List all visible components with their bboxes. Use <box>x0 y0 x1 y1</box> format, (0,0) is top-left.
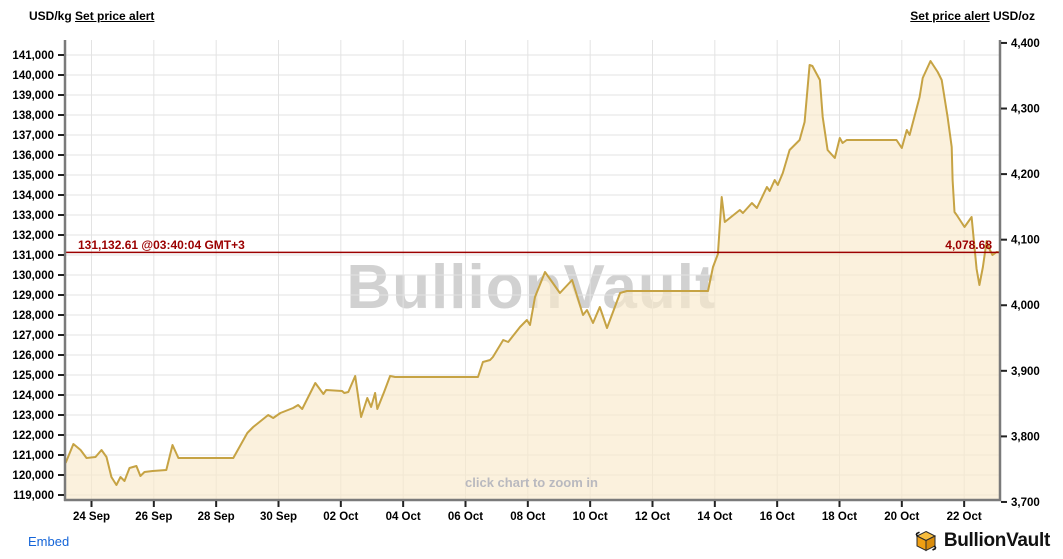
svg-text:4,000: 4,000 <box>1011 300 1040 312</box>
svg-text:141,000: 141,000 <box>12 50 54 62</box>
right-axis-unit-label: USD/oz <box>993 9 1035 23</box>
svg-text:135,000: 135,000 <box>12 170 54 182</box>
series-area <box>65 61 1001 500</box>
embed-link[interactable]: Embed <box>28 534 70 549</box>
svg-text:30 Sep: 30 Sep <box>260 511 297 523</box>
svg-text:139,000: 139,000 <box>12 90 54 102</box>
svg-text:128,000: 128,000 <box>12 310 54 322</box>
header-left: USD/kg Set price alert <box>29 9 154 23</box>
svg-text:26 Sep: 26 Sep <box>135 511 172 523</box>
svg-text:119,000: 119,000 <box>13 490 54 502</box>
svg-text:136,000: 136,000 <box>12 150 54 162</box>
price-alert-label-oz: 4,078.68 <box>945 238 992 252</box>
x-axis-labels: 24 Sep 26 Sep 28 Sep 30 Sep 02 Oct 04 Oct 06 O… <box>73 501 982 523</box>
svg-text:22 Oct: 22 Oct <box>947 511 982 523</box>
svg-text:28 Sep: 28 Sep <box>198 511 235 523</box>
svg-text:10 Oct: 10 Oct <box>573 511 608 523</box>
svg-text:3,800: 3,800 <box>1011 431 1040 443</box>
svg-text:130,000: 130,000 <box>12 270 54 282</box>
price-alert-label-kg: 131,132.61 @03:40:04 GMT+3 <box>78 238 245 252</box>
y-axis-right-labels: 3,700 3,800 3,900 4,000 4,100 4,200 4,300 4,400 <box>1001 38 1040 509</box>
svg-text:138,000: 138,000 <box>12 110 54 122</box>
svg-text:134,000: 134,000 <box>12 190 54 202</box>
left-axis-unit-label: USD/kg <box>29 9 72 23</box>
svg-text:20 Oct: 20 Oct <box>884 511 919 523</box>
y-axis-left-labels: 119,000 120,000 121,000 122,000 123,000 124,0… <box>12 50 64 502</box>
svg-text:127,000: 127,000 <box>12 330 54 342</box>
svg-text:24 Sep: 24 Sep <box>73 511 110 523</box>
svg-text:121,000: 121,000 <box>12 450 54 462</box>
svg-text:14 Oct: 14 Oct <box>697 511 732 523</box>
svg-text:129,000: 129,000 <box>12 290 54 302</box>
svg-text:122,000: 122,000 <box>12 430 54 442</box>
series-line <box>64 60 1000 486</box>
svg-text:4,200: 4,200 <box>1011 169 1040 181</box>
svg-text:02 Oct: 02 Oct <box>323 511 358 523</box>
svg-text:123,000: 123,000 <box>12 410 54 422</box>
svg-text:140,000: 140,000 <box>12 70 54 82</box>
brand-name: BullionVault <box>943 530 1050 551</box>
svg-text:137,000: 137,000 <box>12 130 54 142</box>
svg-text:131,000: 131,000 <box>12 250 54 262</box>
bullionvault-cube-icon <box>915 530 937 552</box>
set-price-alert-left-link[interactable]: Set price alert <box>75 9 155 23</box>
svg-text:18 Oct: 18 Oct <box>822 511 857 523</box>
axis-lines <box>63 40 1002 502</box>
svg-text:124,000: 124,000 <box>12 390 54 402</box>
svg-text:12 Oct: 12 Oct <box>635 511 670 523</box>
svg-text:126,000: 126,000 <box>12 350 54 362</box>
svg-text:120,000: 120,000 <box>12 470 54 482</box>
svg-text:132,000: 132,000 <box>12 230 54 242</box>
svg-text:4,100: 4,100 <box>1011 235 1040 247</box>
svg-text:4,400: 4,400 <box>1011 38 1040 50</box>
svg-text:04 Oct: 04 Oct <box>386 511 421 523</box>
svg-text:06 Oct: 06 Oct <box>448 511 483 523</box>
svg-text:3,900: 3,900 <box>1011 366 1040 378</box>
brand-logo: BullionVault <box>914 529 1050 553</box>
header-right: Set price alert USD/oz <box>910 9 1035 23</box>
svg-text:125,000: 125,000 <box>12 370 54 382</box>
svg-text:133,000: 133,000 <box>12 210 54 222</box>
svg-text:16 Oct: 16 Oct <box>760 511 795 523</box>
svg-text:3,700: 3,700 <box>1011 497 1040 509</box>
set-price-alert-right-link[interactable]: Set price alert <box>910 9 990 23</box>
svg-text:08 Oct: 08 Oct <box>510 511 545 523</box>
svg-text:4,300: 4,300 <box>1011 104 1040 116</box>
